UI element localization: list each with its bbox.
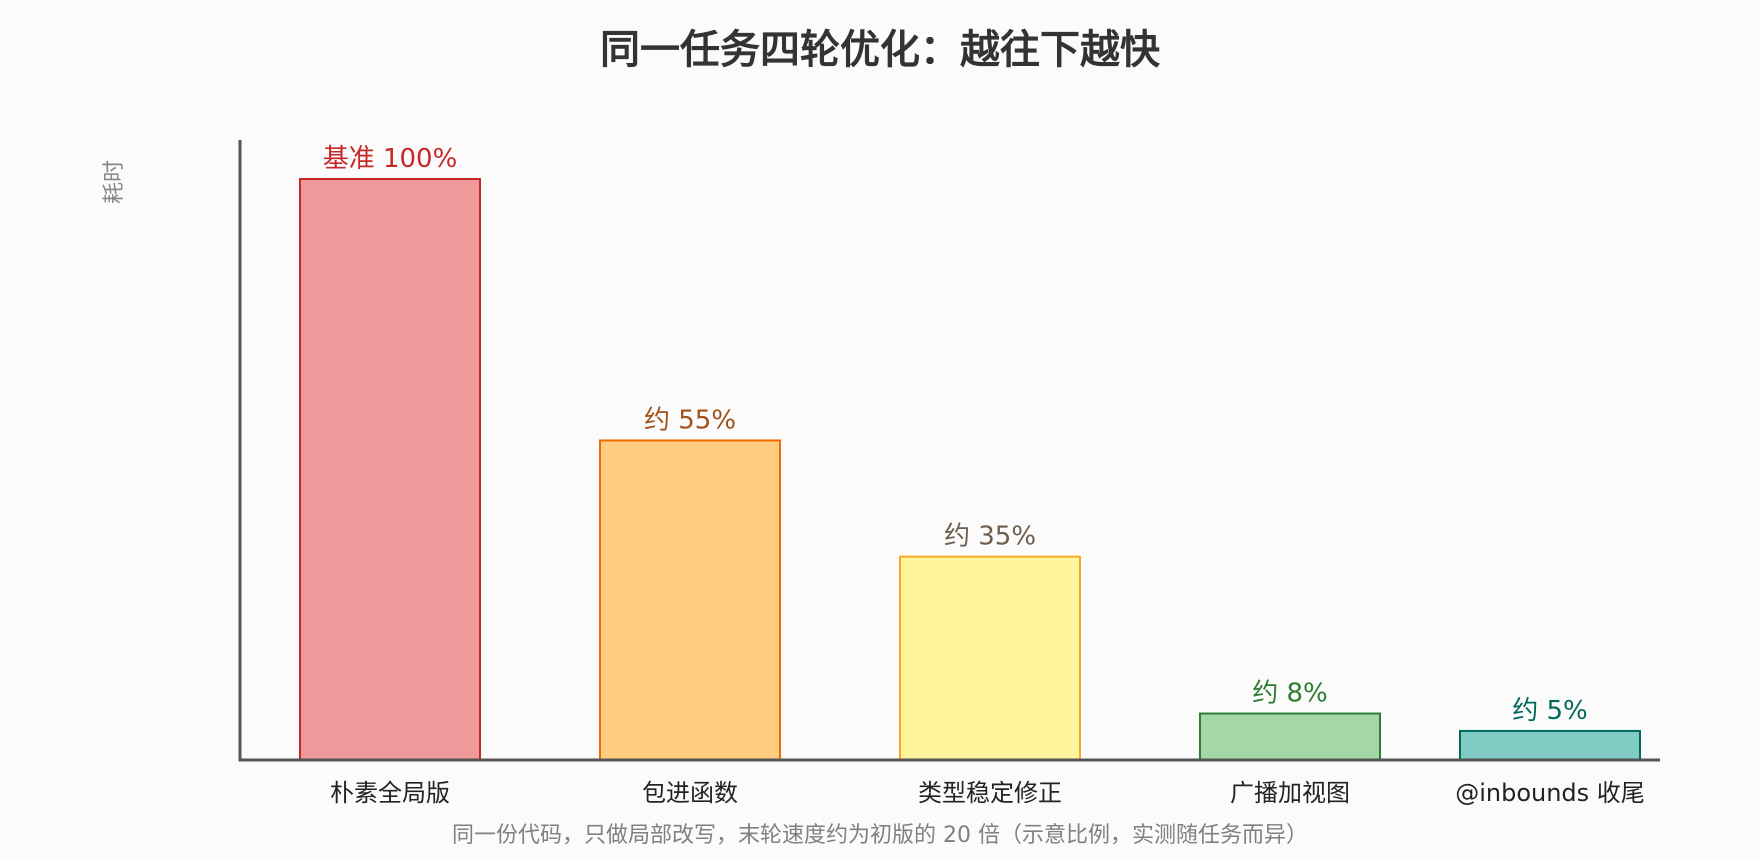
bar-value-label-3: 约 35% (944, 522, 1036, 552)
category-label-1: 朴素全局版 (330, 779, 450, 807)
bar-value-label-4: 约 8% (1252, 679, 1328, 709)
bar-2 (599, 439, 781, 761)
bar-4 (1199, 712, 1381, 762)
chart-footnote: 同一份代码，只做局部改写，末轮速度约为初版的 20 倍（示意比例，实测随任务而异… (452, 823, 1308, 848)
bar-3 (899, 555, 1081, 762)
category-label-2: 包进函数 (642, 779, 738, 807)
bar-value-label-2: 约 55% (644, 405, 736, 435)
category-label-4: 广播加视图 (1230, 779, 1350, 807)
category-labels-group: 朴素全局版 包进函数 类型稳定修正 广播加视图 @inbounds 收尾 (330, 779, 1645, 807)
category-label-3: 类型稳定修正 (918, 779, 1062, 807)
category-label-5: @inbounds 收尾 (1455, 779, 1645, 807)
chart-title: 同一任务四轮优化：越往下越快 (600, 27, 1160, 73)
bar-value-label-1: 基准 100% (323, 144, 458, 174)
bar-1 (299, 178, 481, 761)
bar-5 (1459, 729, 1641, 762)
bar-value-label-5: 约 5% (1512, 696, 1588, 726)
bars-group (299, 178, 1641, 762)
value-labels-group: 基准 100% 约 55% 约 35% 约 8% 约 5% (323, 144, 1588, 726)
